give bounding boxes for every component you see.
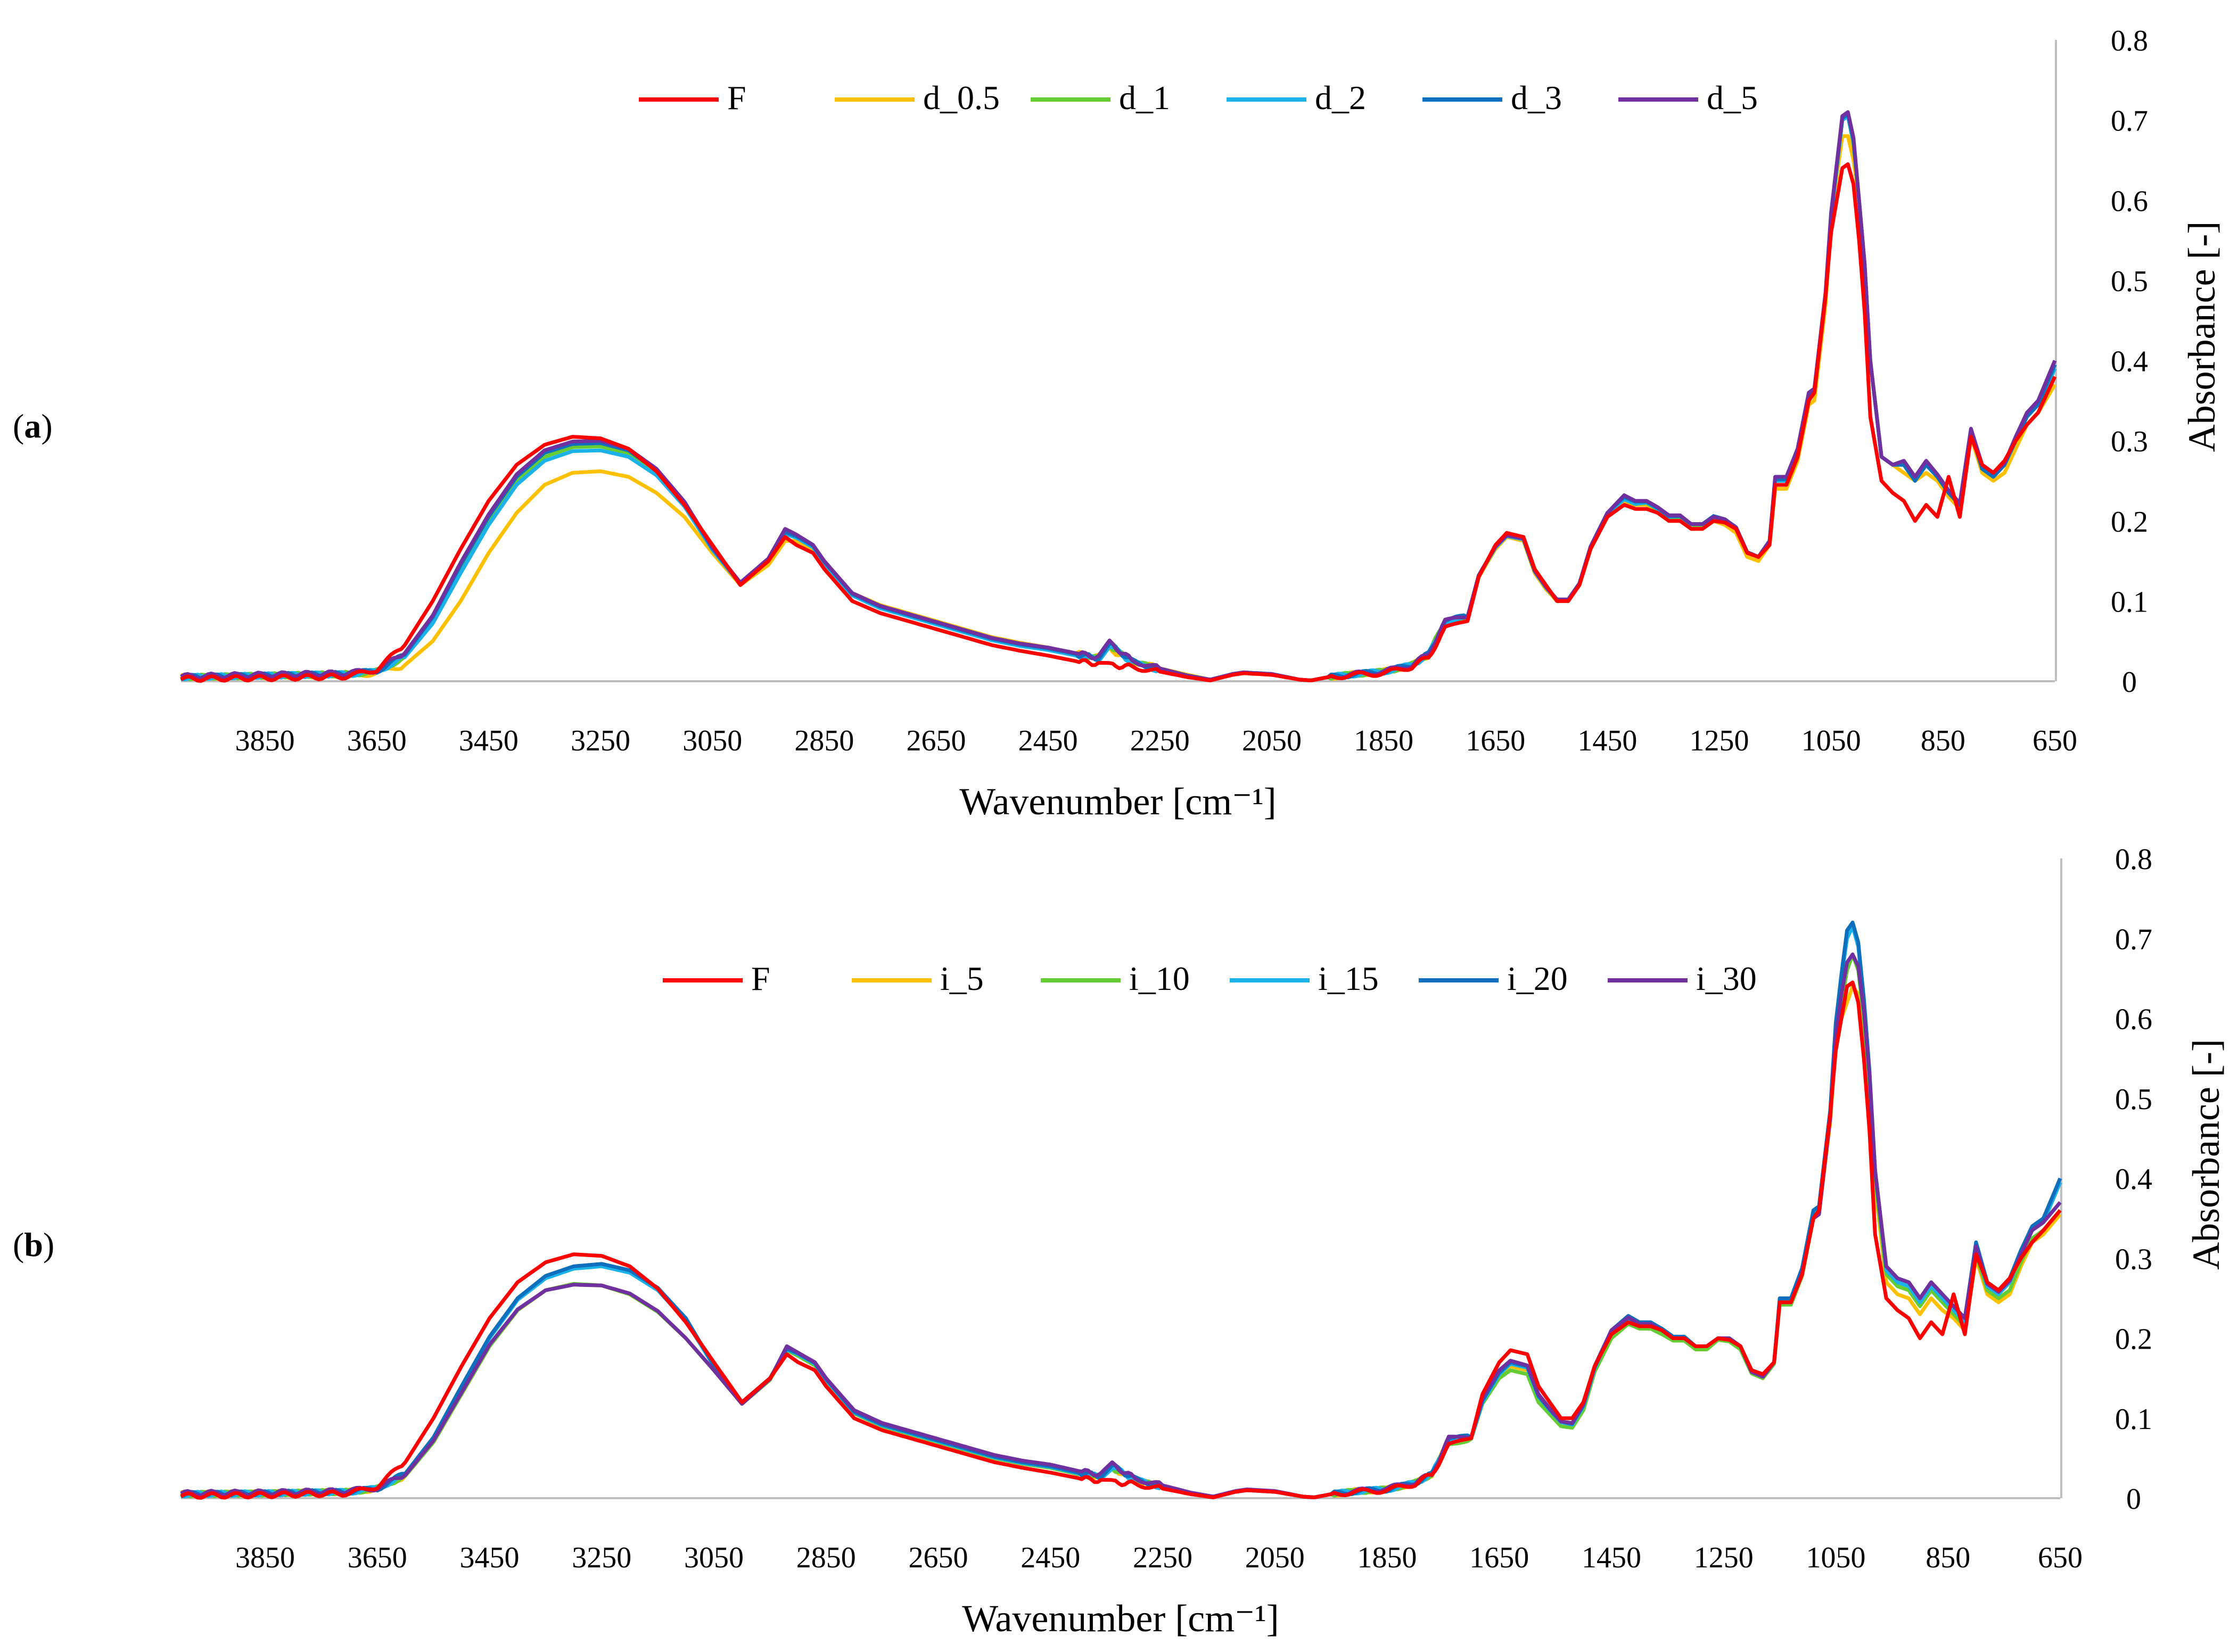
x-tick-label: 850 <box>1921 724 1965 757</box>
legend-label: i_30 <box>1696 960 1757 997</box>
x-tick-label: 3250 <box>571 724 630 757</box>
panel-label-b: (b) <box>13 1226 54 1263</box>
series-group-b <box>180 920 2062 1500</box>
y-tick-label: 0.4 <box>2111 345 2148 378</box>
legend-label: i_20 <box>1507 960 1568 997</box>
series-line-i-20 <box>180 920 2062 1499</box>
x-tick-label: 2850 <box>796 1541 856 1574</box>
series-line-i-10 <box>180 952 2062 1499</box>
y-tick-label: 0.7 <box>2115 923 2152 956</box>
y-tick-label: 0 <box>2122 666 2137 699</box>
x-axis-ticks-b: 3850 3650 3450 3250 3050 2850 2650 2450 2250 2050… <box>235 1541 2083 1574</box>
y-axis-label-b: Absorbance [-] <box>2185 1039 2227 1270</box>
y-tick-label: 0 <box>2126 1483 2141 1516</box>
legend-label: d_1 <box>1119 79 1170 117</box>
y-tick-label: 0.6 <box>2115 1003 2152 1036</box>
legend-label: F <box>751 960 770 997</box>
x-tick-label: 1450 <box>1582 1541 1641 1574</box>
x-tick-label: 3250 <box>572 1541 631 1574</box>
x-tick-label: 1450 <box>1577 724 1637 757</box>
y-tick-label: 0.2 <box>2115 1323 2152 1356</box>
x-tick-label: 2050 <box>1245 1541 1305 1574</box>
x-tick-label: 3450 <box>459 724 519 757</box>
series-line-d-0-5 <box>180 134 2057 682</box>
x-tick-label: 2250 <box>1130 724 1190 757</box>
x-tick-label: 3850 <box>235 1541 295 1574</box>
series-line-i-30 <box>180 952 2062 1499</box>
series-line-i-15 <box>180 924 2062 1499</box>
x-tick-label: 3050 <box>684 1541 744 1574</box>
y-tick-label: 0.5 <box>2111 265 2148 298</box>
x-tick-label: 2450 <box>1018 724 1078 757</box>
y-tick-label: 0.2 <box>2111 506 2148 539</box>
x-tick-label: 3850 <box>235 724 295 757</box>
y-tick-label: 0.1 <box>2115 1403 2152 1436</box>
y-tick-label: 0.5 <box>2115 1083 2152 1116</box>
legend-label: d_0.5 <box>923 79 1000 117</box>
chart-panel-b: (b) 3850 3650 3450 3250 3050 2850 2650 2450 2250… <box>13 843 2227 1640</box>
x-tick-label: 3450 <box>460 1541 520 1574</box>
x-tick-label: 1050 <box>1806 1541 1866 1574</box>
x-tick-label: 1850 <box>1354 724 1413 757</box>
x-tick-label: 850 <box>1926 1541 1970 1574</box>
x-tick-label: 2650 <box>909 1541 968 1574</box>
x-tick-label: 2850 <box>794 724 854 757</box>
legend-label: F <box>727 79 746 117</box>
x-tick-label: 1050 <box>1801 724 1861 757</box>
y-tick-label: 0.3 <box>2111 425 2148 458</box>
x-tick-label: 1250 <box>1690 724 1749 757</box>
y-tick-label: 0.8 <box>2111 24 2148 57</box>
x-tick-label: 3650 <box>348 1541 407 1574</box>
x-tick-label: 2250 <box>1133 1541 1192 1574</box>
y-tick-label: 0.3 <box>2115 1243 2152 1276</box>
chart-panel-a: (a) 3850 3650 3450 3250 3050 2850 2650 2450 2250… <box>13 24 2223 823</box>
legend-label: d_5 <box>1707 79 1758 117</box>
x-tick-label: 1650 <box>1469 1541 1529 1574</box>
legend-label: d_3 <box>1511 79 1562 117</box>
x-tick-label: 650 <box>2038 1541 2083 1574</box>
y-axis-ticks-b: 0 0.1 0.2 0.3 0.4 0.5 0.6 0.7 0.8 <box>2115 843 2152 1516</box>
y-axis-ticks-a: 0 0.1 0.2 0.3 0.4 0.5 0.6 0.7 0.8 <box>2111 24 2148 699</box>
x-tick-label: 650 <box>2033 724 2077 757</box>
x-tick-label: 1850 <box>1357 1541 1417 1574</box>
x-axis-label-b: Wavenumber [cm⁻¹] <box>962 1597 1279 1640</box>
panel-label-a: (a) <box>13 407 53 445</box>
series-line-i-5 <box>180 984 2062 1499</box>
legend-label: d_2 <box>1315 79 1366 117</box>
y-tick-label: 0.6 <box>2111 185 2148 218</box>
y-tick-label: 0.4 <box>2115 1163 2152 1196</box>
series-group-a <box>180 110 2057 683</box>
x-tick-label: 1250 <box>1694 1541 1754 1574</box>
x-axis-ticks-a: 3850 3650 3450 3250 3050 2850 2650 2450 2250 2050… <box>235 724 2077 757</box>
legend-label: i_5 <box>940 960 984 997</box>
x-tick-label: 2050 <box>1242 724 1302 757</box>
x-tick-label: 2450 <box>1021 1541 1080 1574</box>
y-tick-label: 0.1 <box>2111 585 2148 618</box>
legend-label: i_10 <box>1129 960 1190 997</box>
series-line-F <box>180 162 2057 683</box>
legend-label: i_15 <box>1318 960 1379 997</box>
y-tick-label: 0.7 <box>2111 105 2148 138</box>
x-tick-label: 1650 <box>1466 724 1525 757</box>
x-tick-label: 3050 <box>682 724 742 757</box>
series-line-F <box>180 980 2062 1500</box>
x-axis-label-a: Wavenumber [cm⁻¹] <box>959 780 1277 823</box>
x-tick-label: 3650 <box>347 724 407 757</box>
y-tick-label: 0.8 <box>2115 843 2152 876</box>
x-tick-label: 2650 <box>907 724 966 757</box>
y-axis-label-a: Absorbance [-] <box>2181 221 2223 452</box>
